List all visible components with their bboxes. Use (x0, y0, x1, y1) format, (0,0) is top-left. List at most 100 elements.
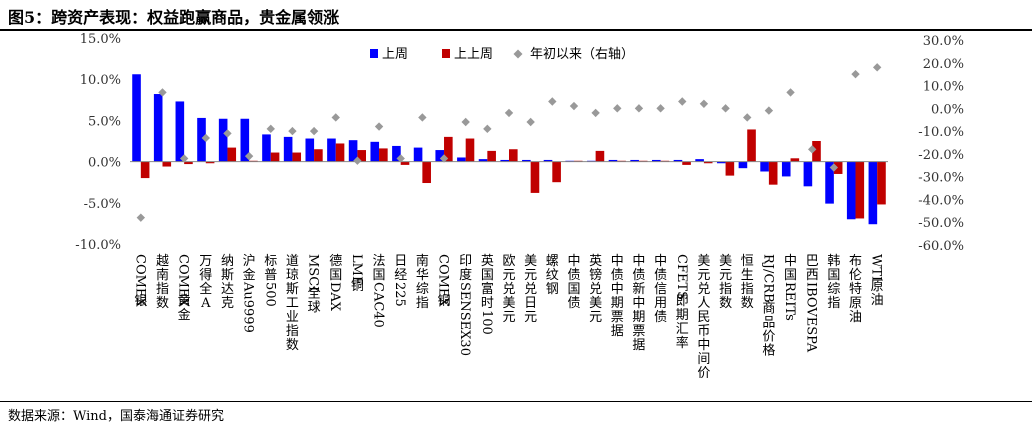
ytd-marker (851, 69, 860, 79)
category-label-text: 币 (697, 324, 710, 339)
right-axis-tick-label: -30.0% (918, 171, 964, 186)
category-label-text: 美 (502, 296, 515, 311)
category-label-text: 元 (502, 310, 515, 325)
category-label-text: SENSEX30 (457, 282, 472, 356)
category-label-text: 油 (871, 293, 884, 308)
category-label-text: 国 (329, 268, 342, 283)
category-label-text: 时 (481, 296, 494, 311)
ytd-marker (548, 97, 557, 106)
category-label-text: 期 (611, 296, 624, 311)
bar-prev-week (747, 129, 756, 162)
category-label-text: 债 (567, 296, 580, 311)
category-label-text: 西 (806, 268, 819, 283)
category-label-text: 国 (373, 268, 386, 283)
bar-prev-week (400, 161, 410, 165)
category-label-text: 达 (221, 282, 234, 297)
right-axis-tick-label: -50.0% (918, 216, 964, 231)
bar-prev-week (790, 158, 800, 162)
category-label-text: 期 (632, 310, 645, 325)
bar-last-week (413, 147, 423, 162)
bar-last-week (218, 118, 228, 162)
bar-last-week (738, 161, 748, 169)
category-label-text: 率 (676, 335, 689, 351)
bar-prev-week (552, 161, 561, 183)
bar-prev-week (530, 161, 540, 193)
category-label-text: CAC40 (371, 282, 386, 328)
bar-prev-week (833, 161, 843, 174)
bar-last-week (652, 159, 661, 162)
category-label-text: 元 (524, 268, 537, 283)
right-axis-tick-label: -40.0% (918, 193, 964, 208)
category-label-text: 债 (632, 268, 645, 283)
category-label-text: 法 (373, 254, 386, 269)
bar-last-week (457, 157, 466, 162)
ytd-marker (829, 163, 839, 172)
ytd-marker (808, 145, 817, 154)
left-axis-tick-label: 0.0% (88, 156, 121, 171)
category-label-text: 中 (611, 254, 624, 269)
bar-last-week (500, 159, 509, 162)
category-label-text: 纹 (546, 268, 559, 283)
category-label-text: 国 (567, 282, 580, 297)
category-label-text: 球 (308, 300, 321, 315)
category-label-text: 据 (611, 324, 624, 339)
ytd-marker (266, 124, 275, 134)
left-axis-tick-label: 10.0% (80, 73, 121, 88)
bar-last-week (825, 161, 834, 204)
category-label-text: 伦 (849, 268, 862, 283)
category-label-text: 用 (654, 296, 667, 311)
ytd-marker (179, 154, 189, 163)
category-label-text: 钢 (546, 282, 559, 297)
category-label-text: 元 (697, 268, 710, 283)
category-label-text: 德 (329, 254, 342, 269)
bar-last-week (716, 161, 726, 164)
left-axis-tick-label: 15.0% (80, 32, 121, 47)
category-label-text: 中 (632, 254, 645, 269)
category-label-text: 中 (611, 282, 624, 297)
ytd-marker (743, 113, 752, 122)
category-label-text: 债 (654, 268, 667, 283)
bar-last-week (392, 145, 401, 162)
category-label-text: 兑 (589, 282, 602, 297)
category-label-text: Au9999 (241, 281, 256, 333)
category-label-text: 琼 (286, 268, 299, 283)
right-axis-tick-label: -20.0% (918, 148, 964, 163)
category-label-text: 全 (199, 281, 212, 297)
ytd-marker (223, 129, 232, 138)
category-label-text: 沪 (243, 253, 256, 269)
bar-prev-week (292, 152, 302, 162)
category-label-text: 指 (416, 296, 429, 311)
category-label-text: 银 (134, 294, 147, 309)
right-axis-tick-label: -60.0% (918, 239, 964, 254)
bar-last-week (305, 138, 315, 162)
category-label-text: 生 (741, 268, 754, 283)
category-label-text: 即 (676, 294, 689, 309)
category-label-text: 普 (264, 268, 277, 283)
category-label-text: 债 (567, 268, 580, 283)
bar-last-week (543, 159, 553, 162)
category-label-text: 道 (286, 254, 299, 269)
category-label-text: 中 (567, 254, 580, 269)
right-axis-tick-label: 10.0% (923, 80, 964, 95)
ytd-marker (872, 63, 882, 72)
category-label-text: 债 (611, 268, 624, 283)
category-label-text: 元 (719, 268, 732, 283)
category-label-text: 期 (676, 308, 689, 323)
ytd-marker (504, 108, 514, 118)
category-label-text: 斯 (221, 268, 234, 283)
category-label-text: 纳 (221, 254, 234, 269)
category-label-text: 原 (871, 279, 884, 294)
category-label-text: 新 (632, 281, 645, 297)
bar-last-week (348, 140, 358, 162)
